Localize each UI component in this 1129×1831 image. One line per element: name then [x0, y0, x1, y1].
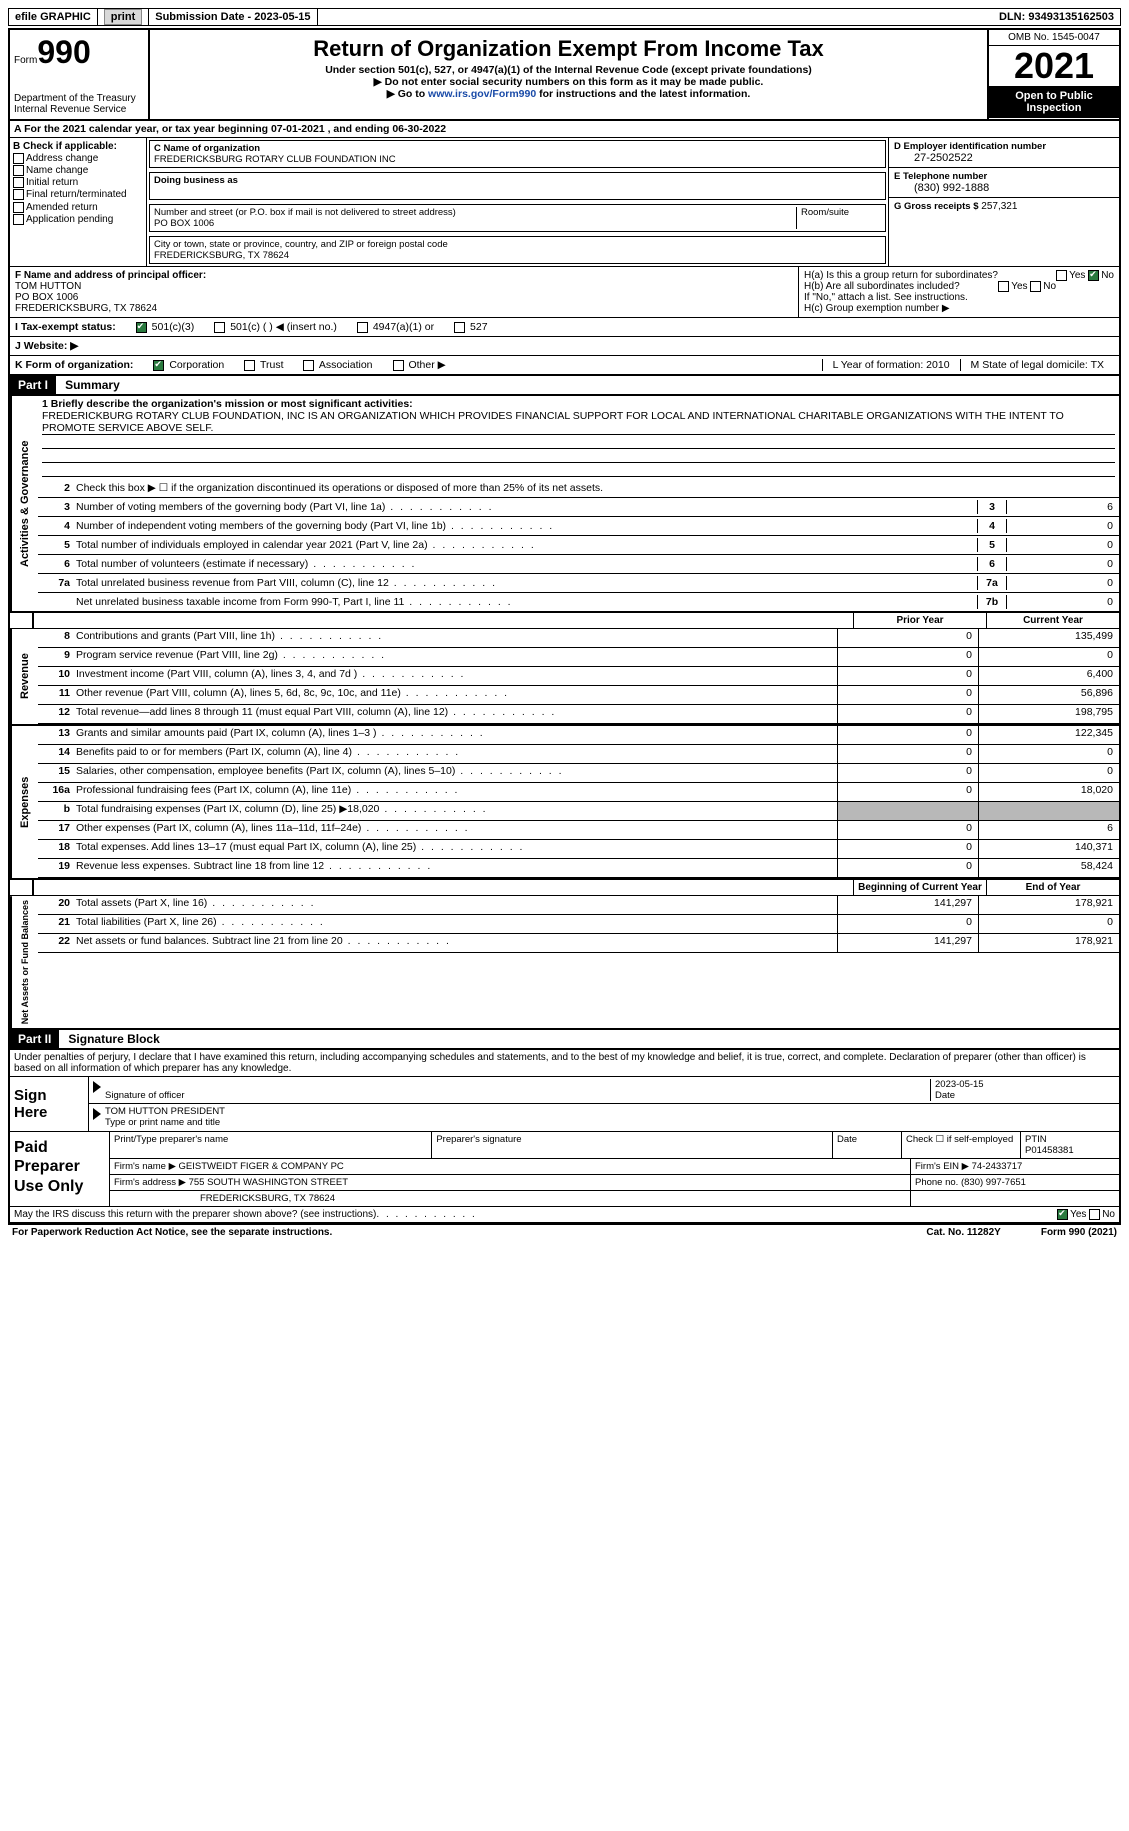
section-fgh: F Name and address of principal officer:… [10, 267, 1119, 318]
paid-preparer-block: Paid Preparer Use Only Print/Type prepar… [10, 1131, 1119, 1206]
summary-line: 9Program service revenue (Part VIII, lin… [38, 648, 1119, 667]
summary-line: 17Other expenses (Part IX, column (A), l… [38, 821, 1119, 840]
summary-line: 22Net assets or fund balances. Subtract … [38, 934, 1119, 953]
print-button[interactable]: print [98, 9, 149, 25]
dln: DLN: 93493135162503 [993, 9, 1120, 25]
form-title: Return of Organization Exempt From Incom… [154, 36, 983, 62]
cb-final-return[interactable]: Final return/terminated [13, 189, 143, 200]
rev-col-header: Prior Year Current Year [10, 613, 1119, 629]
penalties-text: Under penalties of perjury, I declare th… [10, 1050, 1119, 1076]
summary-line: 7aTotal unrelated business revenue from … [38, 574, 1119, 593]
cb-name-change[interactable]: Name change [13, 165, 143, 176]
arrow-icon [93, 1081, 101, 1093]
summary-line: 18Total expenses. Add lines 13–17 (must … [38, 840, 1119, 859]
summary-line: 21Total liabilities (Part X, line 26)00 [38, 915, 1119, 934]
gross-receipts: 257,321 [981, 201, 1017, 212]
summary-line: 10Investment income (Part VIII, column (… [38, 667, 1119, 686]
submission-date: Submission Date - 2023-05-15 [149, 9, 317, 25]
summary-line: 11Other revenue (Part VIII, column (A), … [38, 686, 1119, 705]
form-title-block: Return of Organization Exempt From Incom… [150, 30, 987, 119]
summary-line: 16aProfessional fundraising fees (Part I… [38, 783, 1119, 802]
revenue-section: Revenue 8Contributions and grants (Part … [10, 629, 1119, 726]
summary-line: 15Salaries, other compensation, employee… [38, 764, 1119, 783]
tax-year-row: A For the 2021 calendar year, or tax yea… [10, 121, 1119, 138]
row-j: J Website: ▶ [10, 337, 1119, 356]
efile-label: efile GRAPHIC [9, 9, 98, 25]
telephone: (830) 992-1888 [894, 182, 1114, 194]
row-k: K Form of organization: Corporation Trus… [10, 356, 1119, 376]
cb-amended[interactable]: Amended return [13, 202, 143, 213]
cb-address-change[interactable]: Address change [13, 153, 143, 164]
row-i: I Tax-exempt status: 501(c)(3) 501(c) ( … [10, 318, 1119, 337]
na-col-header: Beginning of Current Year End of Year [10, 880, 1119, 896]
irs-discuss-row: May the IRS discuss this return with the… [10, 1206, 1119, 1222]
arrow-icon [93, 1108, 101, 1120]
ein: 27-2502522 [894, 152, 1114, 164]
org-city: FREDERICKSBURG, TX 78624 [154, 250, 881, 261]
form-id-block: Form990 Department of the Treasury Inter… [10, 30, 150, 119]
summary-line: 3Number of voting members of the governi… [38, 498, 1119, 517]
section-b: B Check if applicable: Address change Na… [10, 138, 1119, 267]
summary-line: 4Number of independent voting members of… [38, 517, 1119, 536]
summary-line: 13Grants and similar amounts paid (Part … [38, 726, 1119, 745]
org-name: FREDERICKSBURG ROTARY CLUB FOUNDATION IN… [154, 154, 881, 165]
form-year-block: OMB No. 1545-0047 2021 Open to Public In… [987, 30, 1119, 119]
part-ii-header: Part II Signature Block [10, 1028, 1119, 1050]
summary-line: 12Total revenue—add lines 8 through 11 (… [38, 705, 1119, 724]
summary-line: 19Revenue less expenses. Subtract line 1… [38, 859, 1119, 878]
summary-line: 5Total number of individuals employed in… [38, 536, 1119, 555]
org-address: PO BOX 1006 [154, 218, 796, 229]
form-990-container: Form990 Department of the Treasury Inter… [8, 28, 1121, 1224]
summary-line: 8Contributions and grants (Part VIII, li… [38, 629, 1119, 648]
irs-link[interactable]: www.irs.gov/Form990 [428, 88, 536, 100]
summary-line: 20Total assets (Part X, line 16)141,2971… [38, 896, 1119, 915]
activities-governance: Activities & Governance 1 Briefly descri… [10, 396, 1119, 613]
summary-line: bTotal fundraising expenses (Part IX, co… [38, 802, 1119, 821]
summary-line: 14Benefits paid to or for members (Part … [38, 745, 1119, 764]
part-i-header: Part I Summary [10, 376, 1119, 396]
netassets-section: Net Assets or Fund Balances 20Total asse… [10, 896, 1119, 1028]
footer: For Paperwork Reduction Act Notice, see … [8, 1224, 1121, 1240]
expenses-section: Expenses 13Grants and similar amounts pa… [10, 726, 1119, 880]
summary-line: 6Total number of volunteers (estimate if… [38, 555, 1119, 574]
sign-here-block: Sign Here Signature of officer 2023-05-1… [10, 1076, 1119, 1131]
cb-initial-return[interactable]: Initial return [13, 177, 143, 188]
mission-text: FREDERICKBURG ROTARY CLUB FOUNDATION, IN… [42, 410, 1115, 435]
summary-line: Net unrelated business taxable income fr… [38, 593, 1119, 611]
cb-app-pending[interactable]: Application pending [13, 214, 143, 225]
header-bar: efile GRAPHIC print Submission Date - 20… [8, 8, 1121, 26]
